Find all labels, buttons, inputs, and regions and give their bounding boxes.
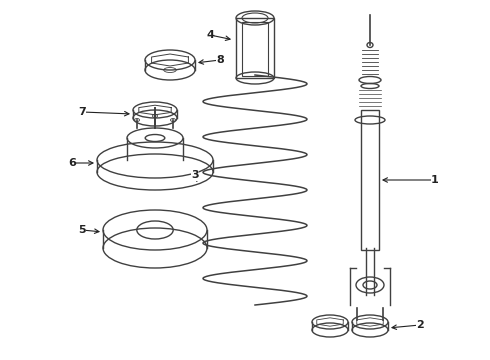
Bar — [242, 22, 268, 76]
Text: 5: 5 — [78, 225, 86, 235]
Text: 7: 7 — [78, 107, 86, 117]
Text: 4: 4 — [206, 30, 214, 40]
Text: 3: 3 — [191, 170, 199, 180]
Text: 8: 8 — [216, 55, 224, 65]
Text: 2: 2 — [416, 320, 424, 330]
Text: 6: 6 — [68, 158, 76, 168]
Bar — [236, 18, 274, 78]
Text: 1: 1 — [431, 175, 439, 185]
Bar — [361, 110, 379, 250]
